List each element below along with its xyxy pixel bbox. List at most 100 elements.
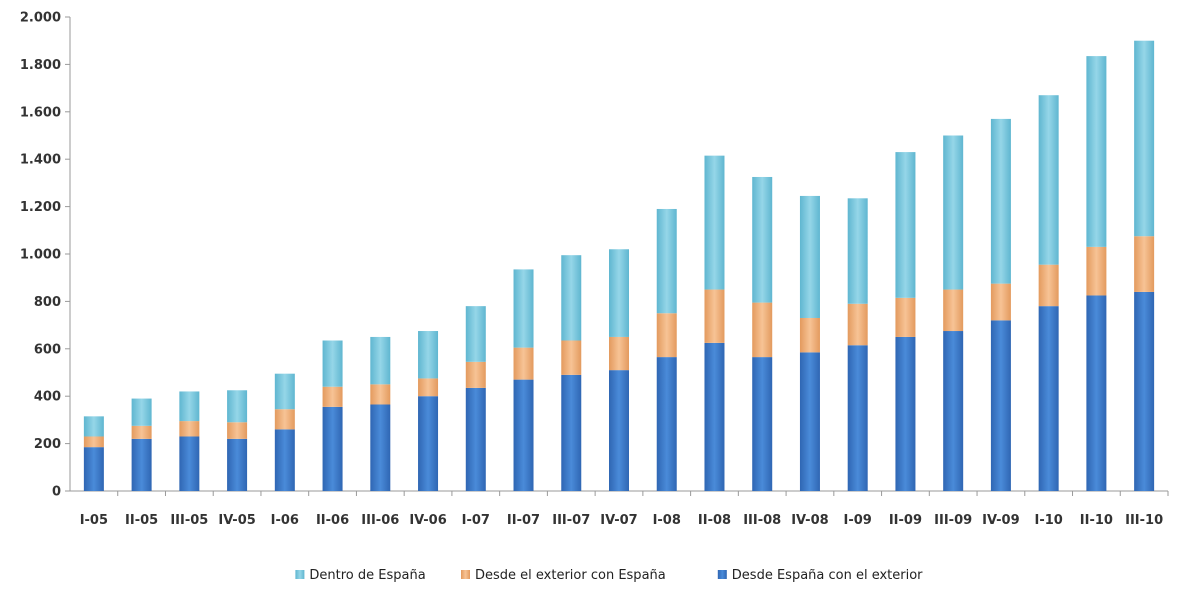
bar-segment-desde-el-exterior-con-españa-III-09 <box>943 289 964 332</box>
legend-label: Desde el exterior con España <box>475 568 666 583</box>
bar-segment-desde-el-exterior-con-españa-IV-07 <box>609 336 629 371</box>
x-tick-label: I-05 <box>80 513 108 528</box>
bar-segment-dentro-de-españa-I-08 <box>656 208 677 314</box>
bar-segment-desde-españa-con-el-exterior-I-05 <box>83 447 104 491</box>
bar-segment-desde-el-exterior-con-españa-II-09 <box>895 297 916 337</box>
legend-swatch <box>717 570 727 579</box>
bar-segment-dentro-de-españa-I-10 <box>1038 95 1059 265</box>
x-tick-label: III-06 <box>361 513 399 528</box>
x-tick-label: IV-09 <box>982 513 1019 528</box>
y-tick-label: 1.200 <box>20 200 61 215</box>
bar-segment-desde-el-exterior-con-españa-III-10 <box>1134 236 1155 292</box>
x-tick-label: III-10 <box>1125 513 1163 528</box>
bar-segment-desde-españa-con-el-exterior-III-07 <box>561 374 582 491</box>
x-tick-label: I-08 <box>653 513 681 528</box>
bar-segment-desde-españa-con-el-exterior-IV-09 <box>990 320 1011 491</box>
bar-segment-desde-españa-con-el-exterior-IV-06 <box>418 396 439 491</box>
bar-segment-desde-el-exterior-con-españa-IV-05 <box>227 422 248 439</box>
legend-swatch <box>295 570 305 579</box>
bar-segment-dentro-de-españa-I-09 <box>847 198 868 304</box>
x-tick-label: I-06 <box>271 513 299 528</box>
bar-segment-desde-el-exterior-con-españa-II-06 <box>322 386 343 407</box>
bar-segment-dentro-de-españa-III-08 <box>752 176 773 303</box>
bar-segment-desde-el-exterior-con-españa-III-05 <box>179 421 200 437</box>
bar-segment-desde-españa-con-el-exterior-I-06 <box>274 429 295 491</box>
y-tick-label: 2.000 <box>20 11 61 26</box>
bar-segment-dentro-de-españa-II-07 <box>513 269 534 348</box>
bar-segment-desde-españa-con-el-exterior-III-10 <box>1134 291 1155 491</box>
bar-segment-desde-el-exterior-con-españa-III-08 <box>752 302 773 358</box>
bar-segment-desde-el-exterior-con-españa-II-07 <box>513 347 534 380</box>
y-tick-label: 800 <box>34 295 61 310</box>
bar-segment-dentro-de-españa-I-05 <box>83 416 104 437</box>
bar-segment-desde-españa-con-el-exterior-III-06 <box>370 404 391 491</box>
y-tick-label: 1.400 <box>20 153 61 168</box>
bar-segment-desde-españa-con-el-exterior-II-09 <box>895 336 916 491</box>
bar-segment-dentro-de-españa-IV-05 <box>227 390 248 423</box>
bar-segment-desde-españa-con-el-exterior-III-09 <box>943 331 964 491</box>
y-tick-label: 1.800 <box>20 58 61 73</box>
bar-segment-desde-españa-con-el-exterior-II-05 <box>131 438 152 491</box>
y-tick-label: 200 <box>34 437 61 452</box>
bar-segment-desde-españa-con-el-exterior-I-10 <box>1038 306 1059 491</box>
x-tick-label: II-06 <box>316 513 349 528</box>
bar-segment-desde-el-exterior-con-españa-II-08 <box>704 289 725 343</box>
bar-segment-dentro-de-españa-III-06 <box>370 336 391 385</box>
bar-segment-desde-el-exterior-con-españa-I-10 <box>1038 264 1059 307</box>
bar-segment-desde-españa-con-el-exterior-II-07 <box>513 379 534 491</box>
legend-label: Desde España con el exterior <box>732 568 923 583</box>
bars <box>83 40 1155 491</box>
bar-segment-desde-el-exterior-con-españa-IV-09 <box>990 283 1011 321</box>
bar-segment-desde-españa-con-el-exterior-IV-07 <box>609 370 629 491</box>
x-tick-label: III-07 <box>552 513 590 528</box>
x-tick-label: III-05 <box>170 513 208 528</box>
legend-label: Dentro de España <box>309 568 425 583</box>
x-tick-label: II-05 <box>125 513 158 528</box>
bar-segment-desde-el-exterior-con-españa-I-06 <box>274 409 295 430</box>
bar-segment-dentro-de-españa-II-05 <box>131 398 152 426</box>
y-axis-tick-labels: 0 200 400 600 800 1.000 1.200 1.400 1.600 1.800 2.… <box>20 11 70 500</box>
bar-segment-dentro-de-españa-II-10 <box>1086 56 1107 247</box>
x-tick-label: III-09 <box>934 513 972 528</box>
x-tick-label: IV-05 <box>218 513 255 528</box>
bar-segment-dentro-de-españa-I-06 <box>274 373 295 410</box>
y-tick-label: 400 <box>34 390 61 405</box>
bar-segment-desde-el-exterior-con-españa-I-08 <box>656 313 677 358</box>
bar-segment-desde-el-exterior-con-españa-II-10 <box>1086 246 1107 296</box>
legend-swatch <box>461 570 470 579</box>
x-tick-label: I-07 <box>462 513 490 528</box>
y-tick-label: 600 <box>34 342 61 357</box>
bar-segment-dentro-de-españa-III-05 <box>179 391 200 422</box>
bar-segment-desde-españa-con-el-exterior-II-08 <box>704 342 725 491</box>
bar-segment-dentro-de-españa-IV-09 <box>990 118 1011 284</box>
y-tick-label: 1.600 <box>20 105 61 120</box>
bar-segment-desde-españa-con-el-exterior-II-06 <box>322 406 343 491</box>
bar-segment-desde-españa-con-el-exterior-IV-08 <box>799 352 820 491</box>
y-tick-label: 1.000 <box>20 248 61 263</box>
bar-segment-desde-el-exterior-con-españa-I-07 <box>465 361 486 388</box>
x-tick-label: II-07 <box>507 513 540 528</box>
x-tick-label: II-09 <box>889 513 922 528</box>
x-axis-tick-labels: I-05 II-05 III-05 IV-05 I-06 II-06 III-06 IV-06… <box>80 491 1169 528</box>
bar-segment-desde-españa-con-el-exterior-IV-05 <box>227 438 248 491</box>
bar-segment-dentro-de-españa-III-10 <box>1134 40 1155 237</box>
bar-segment-desde-españa-con-el-exterior-III-05 <box>179 436 200 491</box>
x-tick-label: III-08 <box>743 513 781 528</box>
x-tick-label: I-10 <box>1034 513 1062 528</box>
bar-segment-dentro-de-españa-II-08 <box>704 155 725 290</box>
x-tick-label: I-09 <box>844 513 872 528</box>
legend: Dentro de España Desde el exterior con Es… <box>295 568 923 583</box>
bar-segment-dentro-de-españa-III-09 <box>943 135 964 290</box>
bar-segment-desde-el-exterior-con-españa-III-07 <box>561 340 582 375</box>
x-tick-label: IV-06 <box>409 513 446 528</box>
bar-segment-desde-el-exterior-con-españa-I-05 <box>83 436 104 448</box>
bar-segment-dentro-de-españa-III-07 <box>561 255 582 341</box>
bar-segment-desde-españa-con-el-exterior-I-07 <box>465 387 486 491</box>
bar-segment-dentro-de-españa-IV-06 <box>418 331 439 379</box>
bar-segment-desde-españa-con-el-exterior-III-08 <box>752 357 773 491</box>
bar-segment-desde-el-exterior-con-españa-III-06 <box>370 384 391 405</box>
bar-segment-desde-españa-con-el-exterior-II-10 <box>1086 295 1107 491</box>
bar-segment-dentro-de-españa-II-09 <box>895 152 916 298</box>
bar-segment-desde-el-exterior-con-españa-IV-06 <box>418 378 439 397</box>
